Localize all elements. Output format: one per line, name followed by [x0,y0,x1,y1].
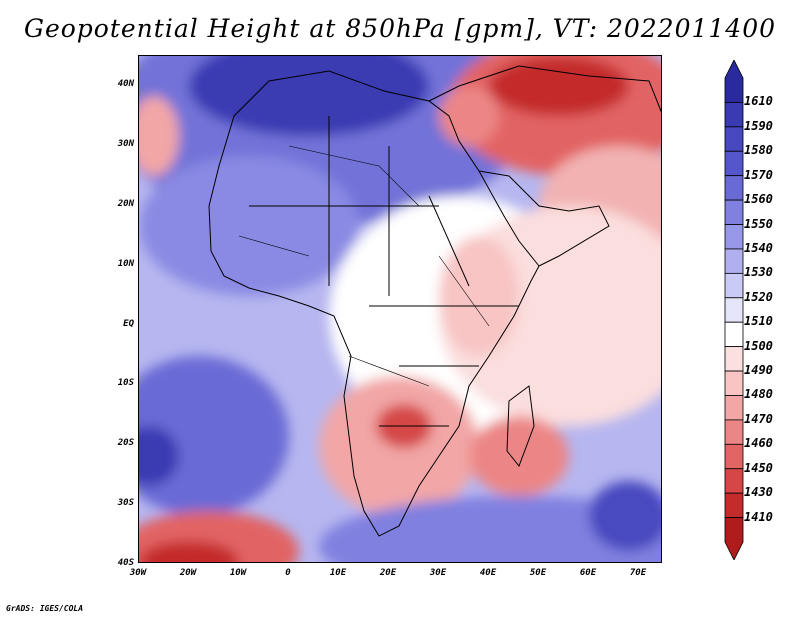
colorbar-label: 1530 [744,265,773,280]
colorbar-swatch [724,224,744,250]
colorbar-swatch [724,492,744,518]
colorbar-swatch [724,199,744,225]
colorbar-swatch [724,517,744,560]
colorbar-label: 1540 [744,240,773,255]
map-panel [138,55,662,563]
colorbar-swatch [724,468,744,494]
lon-label: 30E [429,568,447,578]
lon-label: 10E [329,568,347,578]
lon-label: 20E [379,568,397,578]
colorbar-label: 1500 [744,338,773,353]
lon-label: 50E [529,568,547,578]
colorbar-swatch [724,102,744,128]
lon-label: 20W [179,568,197,578]
lat-label: 30S [117,498,134,508]
colorbar-swatch [724,272,744,299]
lon-label: 70E [629,568,647,578]
colorbar-label: 1480 [744,387,773,402]
colorbar-swatch [724,150,744,177]
colorbar-swatch [724,248,744,274]
lat-label: 20N [117,199,134,209]
colorbar-label: 1520 [744,289,773,304]
coastlines [208,65,661,537]
colorbar-label: 1470 [744,411,773,426]
colorbar-label: 1510 [744,314,773,329]
colorbar-label: 1590 [744,118,773,133]
height-field [139,56,661,562]
colorbar-label: 1580 [744,143,773,158]
colorbar-label: 1560 [744,192,773,207]
lat-label: 30N [117,139,134,149]
lat-label: 20S [117,438,134,448]
lon-label: 40E [479,568,497,578]
lat-label: 10S [117,378,134,388]
lon-label: 0 [285,568,291,578]
colorbar-label: 1460 [744,436,773,451]
colorbar-swatch [724,419,744,445]
colorbar-swatch [724,370,744,396]
colorbar-swatch [724,175,744,201]
colorbar-swatch [724,321,744,348]
colorbar-swatch [724,443,744,470]
lat-label: 10N [117,259,134,269]
lat-label: 40S [117,558,134,568]
colorbar-swatch [724,346,744,372]
lon-label: 60E [579,568,597,578]
colorbar-swatch [724,126,744,152]
credit-text: GrADS: IGES/COLA [6,604,84,613]
lon-label: 30W [129,568,147,578]
colorbar-label: 1570 [744,167,773,182]
lat-label: EQ [123,319,134,329]
colorbar-label: 1430 [744,485,773,500]
colorbar-label: 1410 [744,509,773,524]
colorbar-label: 1490 [744,363,773,378]
map-title: Geopotential Height at 850hPa [gpm], VT:… [23,14,777,43]
colorbar-label: 1610 [744,94,773,109]
colorbar-swatch [724,297,744,323]
colorbar-label: 1450 [744,460,773,475]
colorbar-swatch [724,60,744,103]
colorbar-label: 1550 [744,216,773,231]
lon-label: 10W [229,568,247,578]
colorbar [724,60,744,560]
colorbar-swatch [724,395,744,421]
lat-label: 40N [117,79,134,89]
